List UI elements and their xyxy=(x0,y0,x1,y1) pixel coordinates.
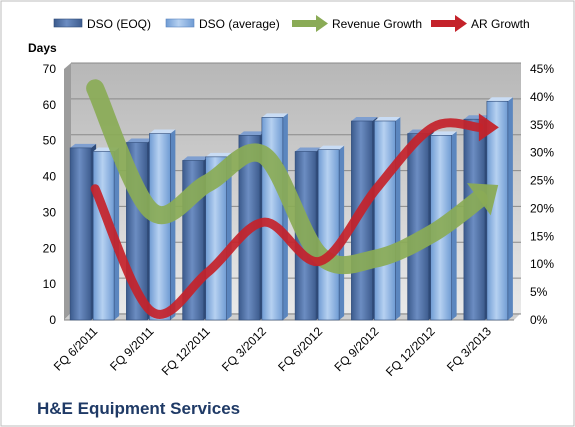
legend-item: Revenue Growth xyxy=(292,15,422,32)
bar-dso-average xyxy=(261,113,288,321)
bar-dso-average xyxy=(205,152,232,321)
legend-swatch xyxy=(53,18,83,28)
legend-label: AR Growth xyxy=(471,17,530,31)
y-tick-label: 50 xyxy=(43,134,57,148)
y2-tick-label: 20% xyxy=(530,201,554,215)
y-tick-label: 20 xyxy=(43,241,57,255)
y2-tick-label: 40% xyxy=(530,90,554,104)
y2-tick-label: 30% xyxy=(530,146,554,160)
y-tick-label: 0 xyxy=(49,313,56,327)
y-tick-label: 30 xyxy=(43,205,57,219)
y2-tick-label: 15% xyxy=(530,229,554,243)
y2-tick-label: 10% xyxy=(530,257,554,271)
bar-dso-average xyxy=(486,97,513,321)
y-tick-label: 40 xyxy=(43,170,57,184)
legend-swatch xyxy=(165,18,195,28)
legend-label: Revenue Growth xyxy=(332,17,422,31)
plot-floor xyxy=(64,313,521,320)
revenue-growth-line xyxy=(86,79,499,275)
legend-label: DSO (EOQ) xyxy=(87,17,151,31)
legend-item: AR Growth xyxy=(431,15,530,32)
legend-item: DSO (average) xyxy=(165,17,280,31)
y2-tick-label: 45% xyxy=(530,62,554,76)
legend: DSO (EOQ) DSO (average) Revenue Growth AR G… xyxy=(53,15,530,32)
chart-title: H&E Equipment Services xyxy=(37,399,240,418)
y-axis-label: Days xyxy=(28,41,57,55)
y-tick-label: 60 xyxy=(43,98,57,112)
y-axis-ticks: 0 10 20 30 40 50 60 70 xyxy=(43,62,57,327)
bar-dso-average xyxy=(374,116,401,321)
y2-tick-label: 25% xyxy=(530,174,554,188)
y-tick-label: 10 xyxy=(43,277,57,291)
y-tick-label: 70 xyxy=(43,62,57,76)
legend-arrow-icon xyxy=(292,15,328,32)
legend-arrow-icon xyxy=(431,15,467,32)
y2-tick-label: 5% xyxy=(530,285,548,299)
line-layer xyxy=(86,79,499,319)
y2-tick-label: 35% xyxy=(530,118,554,132)
bar-dso-average xyxy=(317,145,345,321)
y2-axis-ticks: 0% 5% 10% 15% 20% 25% 30% 35% 40% 45% xyxy=(530,62,554,327)
plot-side-wall xyxy=(64,63,71,320)
bar-dso-eoq xyxy=(69,143,97,321)
bar-dso-average xyxy=(149,129,176,321)
ar-growth-line xyxy=(90,113,499,319)
y2-tick-label: 0% xyxy=(530,313,548,327)
legend-item: DSO (EOQ) xyxy=(53,17,151,31)
legend-label: DSO (average) xyxy=(199,17,280,31)
